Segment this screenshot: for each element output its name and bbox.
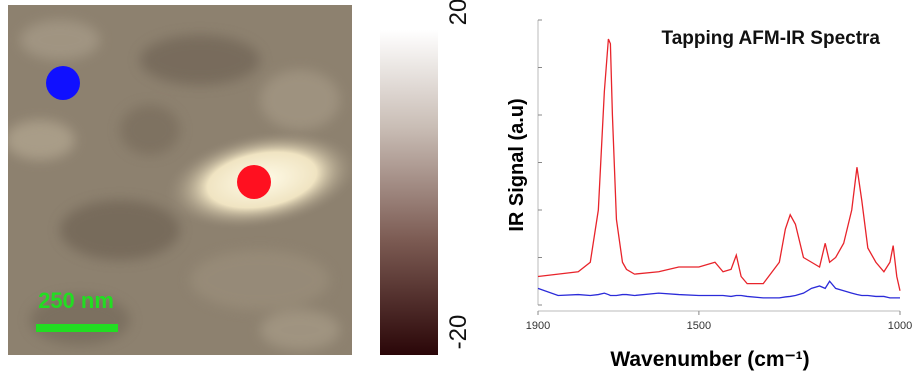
spectrum-line xyxy=(537,38,901,291)
afm-image: 250 nm xyxy=(8,5,352,355)
scale-bar-label: 250 nm xyxy=(38,288,114,313)
x-tick-label: 1000 xyxy=(888,320,912,332)
colorbar xyxy=(380,30,438,355)
red-marker xyxy=(237,165,271,199)
y-axis-label: IR Signal (a.u) xyxy=(506,98,528,231)
colorbar-max: 20 xyxy=(445,0,472,25)
chart-title: Tapping AFM-IR Spectra xyxy=(661,28,881,49)
x-tick-label: 1500 xyxy=(687,320,711,332)
colorbar-min: -20 xyxy=(445,315,472,350)
spectrum-line xyxy=(537,280,900,299)
x-tick-label: 1900 xyxy=(526,320,550,332)
blue-marker xyxy=(46,66,80,100)
x-axis-label: Wavenumber (cm⁻¹) xyxy=(610,348,809,371)
